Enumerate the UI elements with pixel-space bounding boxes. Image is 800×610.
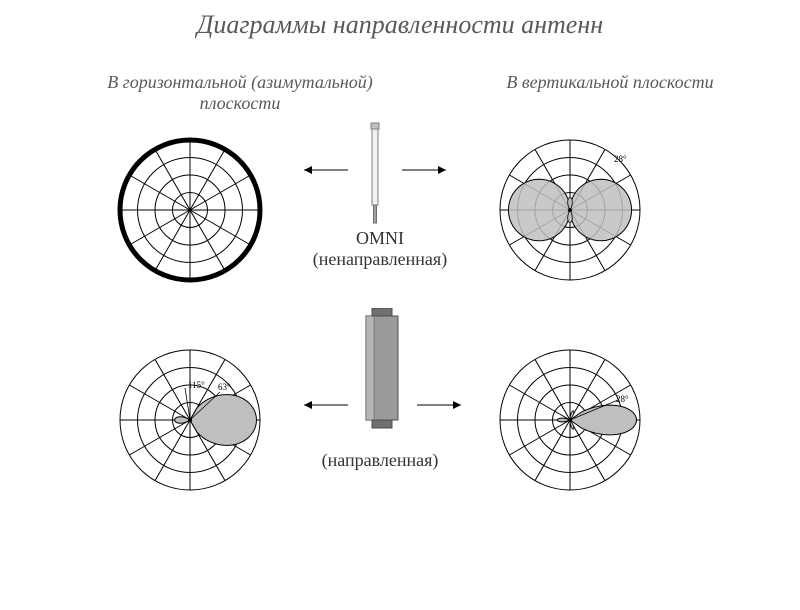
arrow-left-omni — [300, 160, 350, 180]
omni-v-angle-label: 28° — [614, 154, 627, 164]
page-title: Диаграммы направленности антенн — [0, 10, 800, 40]
header-left-line2: плоскости — [200, 93, 281, 113]
label-directional: (направленная) — [290, 450, 470, 471]
antenna-directional — [352, 308, 412, 448]
header-right: В вертикальной плоскости — [470, 72, 750, 93]
dir-v-angle-label: 28° — [616, 394, 629, 404]
chart-omni-vertical: 28° — [490, 130, 650, 290]
label-omni-top: OMNI — [356, 228, 404, 248]
header-left: В горизонтальной (азимутальной) плоскост… — [90, 72, 390, 113]
arrow-left-dir — [300, 395, 350, 415]
label-omni: OMNI (ненаправленная) — [290, 228, 470, 270]
chart-dir-vertical: 28° — [490, 340, 650, 500]
dir-h-main-angle: 63° — [218, 382, 231, 392]
chart-dir-horizontal: 63° 115° — [110, 340, 270, 500]
antenna-omni — [360, 120, 390, 230]
arrow-right-omni — [400, 160, 450, 180]
arrow-right-dir — [415, 395, 465, 415]
chart-omni-horizontal — [110, 130, 270, 290]
label-omni-bottom: (ненаправленная) — [313, 249, 447, 269]
header-left-line1: В горизонтальной (азимутальной) — [107, 72, 373, 92]
dir-h-back-angle: 115° — [188, 380, 205, 390]
